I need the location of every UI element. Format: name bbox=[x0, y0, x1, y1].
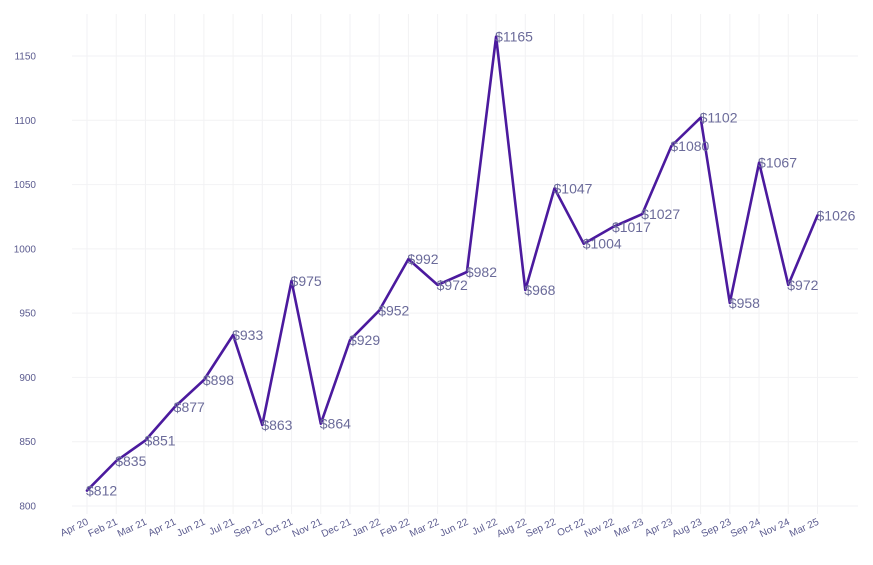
data-label: $958 bbox=[729, 295, 760, 311]
y-tick-label: 1100 bbox=[14, 116, 36, 127]
x-tick-label: Oct 21 bbox=[263, 517, 295, 540]
data-label: $877 bbox=[174, 399, 205, 415]
x-tick-label: Sep 22 bbox=[524, 517, 558, 541]
data-label: $975 bbox=[291, 273, 322, 289]
data-label: $1165 bbox=[495, 29, 533, 45]
x-tick-label: Aug 22 bbox=[495, 517, 529, 541]
x-tick-label: Apr 20 bbox=[59, 517, 91, 540]
y-tick-label: 1050 bbox=[14, 180, 37, 191]
x-tick-label: Sep 23 bbox=[700, 517, 734, 541]
data-label: $864 bbox=[320, 416, 351, 432]
x-tick-label: Nov 21 bbox=[291, 517, 325, 541]
data-label: $972 bbox=[787, 277, 818, 293]
x-tick-label: Apr 21 bbox=[147, 517, 179, 540]
grid-lines bbox=[72, 14, 858, 514]
data-label: $851 bbox=[144, 432, 175, 448]
data-label: $929 bbox=[349, 332, 380, 348]
data-label: $1067 bbox=[758, 155, 797, 171]
y-tick-label: 950 bbox=[19, 309, 36, 320]
x-tick-label: Jul 22 bbox=[471, 517, 500, 538]
y-tick-label: 1150 bbox=[14, 52, 36, 63]
x-tick-label: Jun 22 bbox=[438, 517, 470, 540]
data-label: $982 bbox=[466, 264, 497, 280]
x-tick-label: Jul 21 bbox=[208, 517, 237, 538]
data-label: $1080 bbox=[670, 138, 709, 154]
data-label: $1027 bbox=[641, 206, 680, 222]
data-label: $968 bbox=[524, 282, 555, 298]
x-tick-label: Dec 21 bbox=[320, 517, 354, 541]
x-tick-label: Nov 24 bbox=[758, 517, 792, 541]
x-tick-label: Jan 22 bbox=[351, 517, 383, 540]
x-tick-label: Mar 23 bbox=[613, 517, 646, 540]
series-line bbox=[85, 35, 819, 492]
x-tick-label: Feb 22 bbox=[379, 517, 412, 540]
x-tick-label: Jun 21 bbox=[175, 517, 207, 540]
y-tick-label: 900 bbox=[19, 373, 36, 384]
data-label: $972 bbox=[437, 277, 468, 293]
data-label: $835 bbox=[115, 453, 146, 469]
data-label: $1026 bbox=[817, 207, 856, 223]
data-label: $933 bbox=[232, 327, 263, 343]
x-tick-label: Mar 22 bbox=[408, 517, 441, 540]
y-tick-label: 1000 bbox=[14, 244, 37, 255]
x-tick-label: Sep 21 bbox=[232, 517, 266, 541]
y-axis-tick-labels: 800 850 900 950 1000 1050 1100 1150 bbox=[14, 52, 37, 513]
data-label: $812 bbox=[86, 483, 117, 499]
data-label: $1047 bbox=[554, 180, 593, 196]
x-tick-label: Feb 21 bbox=[87, 517, 120, 540]
y-tick-label: 800 bbox=[19, 502, 36, 513]
data-label: $898 bbox=[203, 372, 234, 388]
data-labels: $812 $835 $851 $877 $898 $933 $863 $975 $864 $929… bbox=[86, 29, 856, 499]
y-tick-label: 850 bbox=[19, 437, 36, 448]
data-label: $952 bbox=[378, 303, 409, 319]
x-tick-label: Aug 23 bbox=[671, 517, 705, 541]
x-tick-label: Mar 21 bbox=[116, 517, 149, 540]
x-tick-label: Nov 22 bbox=[583, 517, 617, 541]
data-label: $1102 bbox=[700, 110, 738, 126]
x-tick-label: Apr 23 bbox=[643, 517, 675, 540]
data-label: $992 bbox=[407, 251, 438, 267]
data-label: $863 bbox=[261, 417, 292, 433]
x-tick-label: Oct 22 bbox=[556, 517, 588, 540]
data-label: $1004 bbox=[583, 236, 622, 252]
data-label: $1017 bbox=[612, 219, 651, 235]
x-tick-label: Mar 25 bbox=[788, 517, 821, 540]
x-tick-label: Sep 24 bbox=[729, 517, 763, 541]
